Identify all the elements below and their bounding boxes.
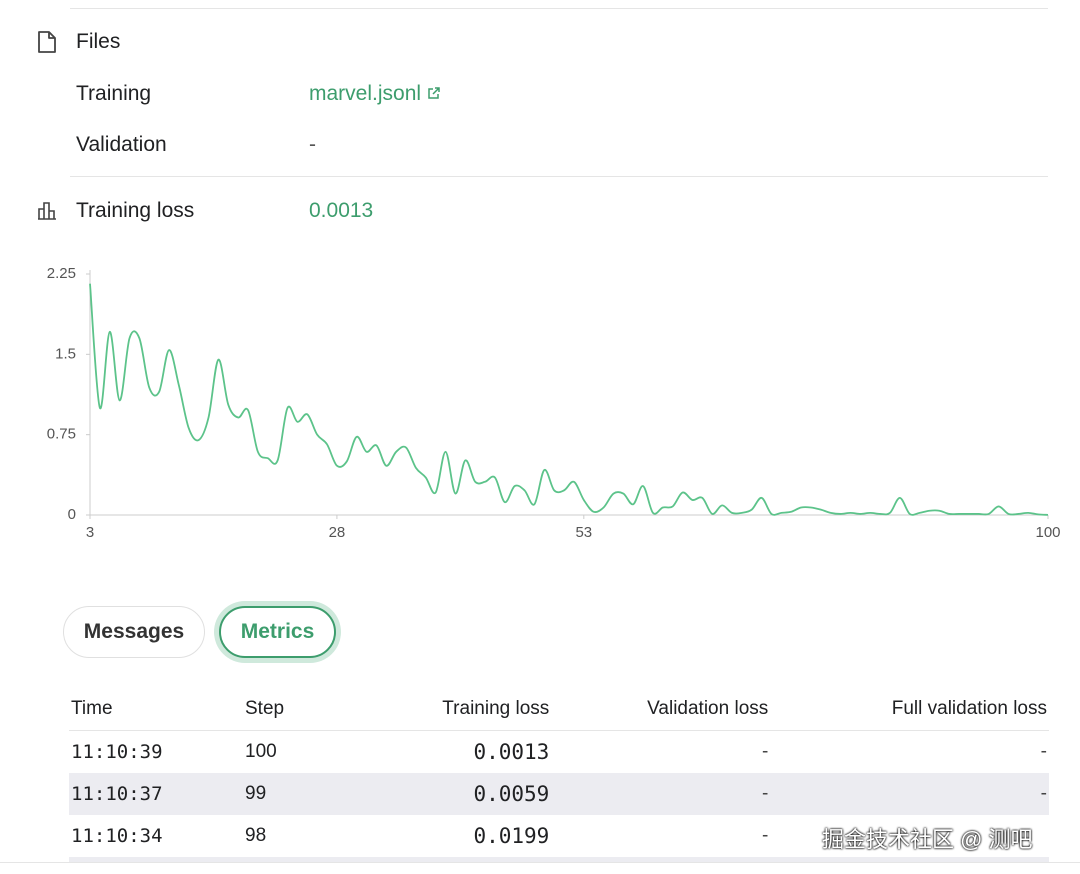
metrics-table: Time Step Training loss Validation loss Full…	[69, 688, 1049, 857]
table-cell: 99	[243, 773, 357, 815]
table-cell: -	[770, 773, 1049, 815]
field-label: Training	[76, 82, 152, 105]
x-tick-label: 53	[575, 524, 592, 541]
divider	[70, 176, 1048, 177]
column-header: Full validation loss	[770, 688, 1049, 731]
table-body: 11:10:39 100 0.0013- -11:10:37 99 0.0059- -11:…	[69, 731, 1049, 858]
x-tick-label: 3	[86, 524, 94, 541]
table-cell: 11:10:37	[69, 773, 243, 815]
y-tick-label: 0	[68, 506, 76, 523]
x-tick-label: 100	[1035, 524, 1060, 541]
y-tick-label: 2.25	[47, 265, 76, 282]
file-icon	[38, 31, 56, 53]
column-header: Validation loss	[551, 688, 771, 731]
table-row: 11:10:39 100 0.0013 - -	[69, 731, 1049, 774]
table-cell: -	[1040, 741, 1047, 762]
loss-line	[89, 283, 1049, 516]
row-partial	[69, 857, 1049, 862]
column-header: Time	[69, 688, 243, 731]
column-header: Step	[243, 688, 357, 731]
file-link[interactable]: marvel.jsonl	[309, 82, 441, 106]
column-header: Training loss	[357, 688, 552, 731]
chart-icon	[38, 202, 56, 220]
y-tick-label: 1.5	[55, 345, 76, 362]
table-cell: 0.0199	[473, 824, 550, 848]
field-value: -	[309, 133, 316, 156]
table-cell: 98	[245, 825, 267, 846]
table-cell: -	[761, 825, 769, 846]
tab[interactable]: Messages	[63, 606, 205, 658]
table-cell: -	[761, 741, 769, 762]
external-icon	[428, 87, 440, 99]
file-name[interactable]: marvel.jsonl	[309, 82, 422, 105]
table-cell: 11:10:39	[71, 741, 163, 763]
loss-chart: 0 0.75 1.5 2.25 3 28 53 100	[47, 265, 1061, 541]
table-cell: 11:10:34	[71, 825, 163, 847]
table-row: 11:10:34 98 0.0199 -	[69, 815, 1049, 857]
watermark: 掘金技术社区 @ 测吧	[822, 827, 1033, 852]
divider	[0, 862, 1080, 863]
field-label: Validation	[76, 133, 167, 156]
divider	[70, 8, 1048, 9]
table-cell: 100	[245, 741, 277, 762]
table-cell: -	[551, 773, 771, 815]
table-cell: 0.0059	[357, 773, 552, 815]
tab[interactable]: Metrics	[219, 606, 336, 658]
field-label: Training loss	[76, 199, 195, 222]
field-value: 0.0013	[309, 199, 374, 222]
x-tick-label: 28	[329, 524, 346, 541]
table-row: 11:10:37 99 0.0059- -	[69, 773, 1049, 815]
section-title: Files	[76, 30, 121, 53]
table-cell: 0.0013	[473, 740, 550, 764]
table-header: Time Step Training loss Validation loss Full…	[69, 688, 1049, 731]
y-tick-label: 0.75	[47, 426, 76, 443]
